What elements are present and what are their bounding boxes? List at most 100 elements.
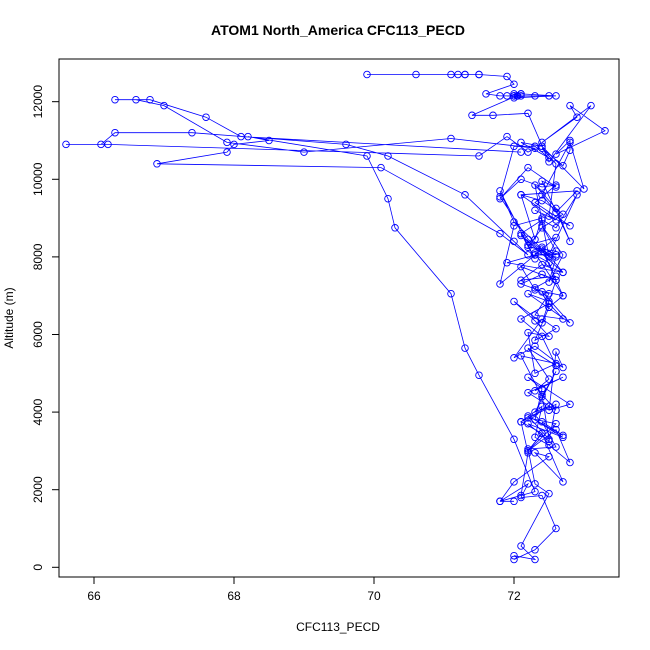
y-axis: 0 2000 4000 6000 8000 10000 12000 (31, 85, 60, 571)
data-point (538, 385, 546, 393)
data-point (531, 342, 539, 350)
data-point (552, 208, 560, 217)
data-point (552, 367, 560, 376)
data-point (545, 299, 553, 308)
data-point (510, 218, 518, 226)
data-point (531, 317, 539, 325)
data-point (552, 183, 560, 191)
data-point (552, 204, 560, 213)
data-point (510, 551, 518, 560)
data-point (384, 152, 392, 160)
data-point (601, 127, 609, 135)
data-point (524, 251, 532, 259)
data-point (111, 95, 119, 104)
data-point (202, 113, 210, 121)
data-point (531, 286, 539, 294)
data-point (363, 152, 371, 160)
data-point (552, 253, 560, 261)
data-point (104, 140, 112, 149)
data-point (538, 390, 546, 399)
data-point (545, 452, 553, 461)
data-point (566, 319, 574, 327)
data-point (300, 148, 308, 156)
data-point (552, 276, 560, 284)
data-point (531, 416, 539, 424)
data-point (552, 324, 560, 333)
data-point (531, 336, 539, 345)
data-point (461, 344, 469, 352)
data-point (531, 206, 539, 215)
data-point (552, 425, 560, 434)
data-point (566, 400, 574, 409)
data-point (552, 348, 560, 356)
data-point (531, 255, 539, 263)
data-point (531, 480, 539, 488)
data-point (538, 315, 546, 323)
data-point (559, 268, 567, 277)
data-point (510, 435, 518, 444)
data-point (559, 363, 567, 372)
data-point (188, 128, 196, 137)
data-point (566, 146, 574, 154)
data-point (552, 406, 560, 414)
x-tick-label: 68 (227, 589, 241, 603)
data-point (461, 70, 469, 79)
y-axis-label: Altitude (m) (2, 287, 16, 348)
data-point (545, 435, 553, 444)
data-point (524, 447, 532, 455)
data-point (552, 181, 560, 189)
data-point (517, 229, 525, 238)
data-point (552, 361, 560, 370)
data-point (545, 278, 553, 286)
data-point (552, 160, 560, 168)
data-point (559, 210, 567, 218)
data-point (517, 276, 525, 284)
data-point (510, 94, 518, 102)
data-point (510, 297, 518, 306)
data-point (559, 161, 567, 170)
data-point (223, 138, 231, 147)
data-point (559, 373, 567, 381)
data-point (552, 400, 560, 409)
plot-area (62, 70, 609, 564)
data-point (559, 315, 567, 323)
data-point (531, 181, 539, 189)
data-point (377, 163, 385, 172)
data-point (552, 272, 560, 281)
data-point (545, 489, 553, 498)
data-point (517, 191, 525, 199)
data-point (237, 132, 245, 141)
data-point (545, 258, 553, 267)
data-point (496, 187, 504, 195)
x-axis: 66 68 70 72 (87, 576, 521, 603)
data-point (513, 92, 522, 100)
data-point (223, 148, 231, 156)
data-point (524, 289, 532, 298)
data-point (531, 433, 539, 442)
data-point (496, 280, 504, 288)
data-point (538, 429, 546, 438)
data-point (559, 433, 567, 442)
data-point (524, 241, 532, 249)
y-tick-label: 2000 (31, 476, 45, 503)
data-point (517, 175, 525, 184)
data-point (524, 419, 532, 428)
data-point (545, 437, 553, 445)
data-point (538, 418, 546, 426)
data-point (531, 144, 539, 152)
data-point (552, 524, 560, 533)
data-point (111, 128, 119, 137)
data-point (510, 497, 518, 506)
data-point (447, 134, 455, 143)
data-point (531, 284, 539, 292)
data-point (538, 243, 546, 251)
data-point (538, 138, 546, 147)
data-point (531, 555, 539, 564)
data-point (510, 478, 518, 486)
y-tick-label: 12000 (31, 85, 45, 119)
data-point (510, 222, 518, 230)
series-points (62, 70, 609, 564)
data-point (538, 183, 546, 191)
data-point (412, 70, 420, 79)
data-point (503, 132, 511, 141)
